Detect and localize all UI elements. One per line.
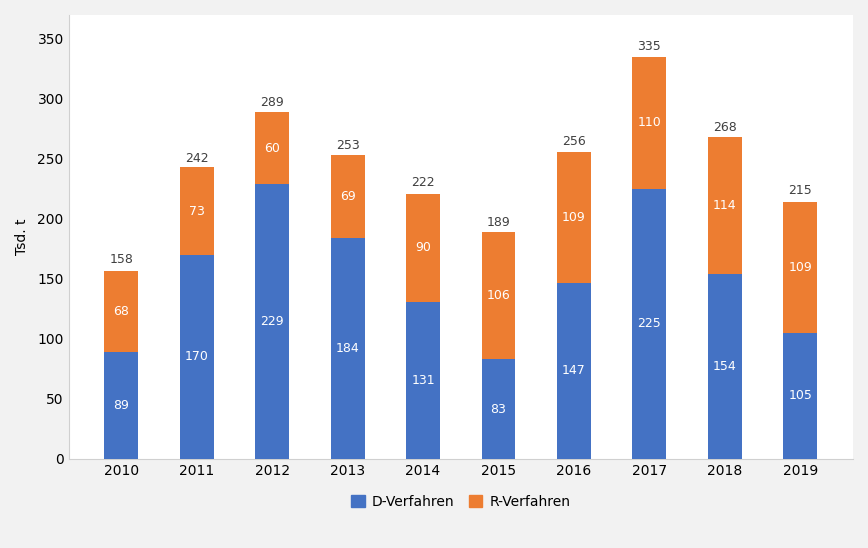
- Bar: [331, 156, 365, 238]
- Text: 158: 158: [109, 253, 133, 266]
- Bar: [557, 152, 591, 283]
- Text: 170: 170: [185, 351, 208, 363]
- Bar: [784, 333, 818, 459]
- Text: 253: 253: [336, 139, 359, 152]
- Text: 60: 60: [264, 142, 280, 155]
- Text: 89: 89: [113, 399, 129, 412]
- Text: 147: 147: [562, 364, 586, 377]
- Bar: [104, 352, 138, 459]
- Text: 229: 229: [260, 315, 284, 328]
- Text: 73: 73: [188, 204, 205, 218]
- Bar: [331, 238, 365, 459]
- Bar: [104, 271, 138, 352]
- Text: 68: 68: [113, 305, 129, 318]
- Text: 106: 106: [487, 289, 510, 302]
- Text: 225: 225: [638, 317, 661, 330]
- Text: 154: 154: [713, 360, 737, 373]
- Bar: [406, 194, 440, 302]
- Text: 215: 215: [788, 184, 812, 197]
- Y-axis label: Tsd. t: Tsd. t: [15, 219, 29, 255]
- Text: 256: 256: [562, 135, 586, 148]
- Bar: [482, 232, 516, 359]
- Bar: [633, 57, 667, 189]
- Text: 184: 184: [336, 342, 359, 355]
- Bar: [482, 359, 516, 459]
- Text: 222: 222: [411, 176, 435, 189]
- Bar: [557, 283, 591, 459]
- Text: 110: 110: [638, 117, 661, 129]
- Bar: [255, 184, 289, 459]
- Text: 109: 109: [562, 210, 586, 224]
- Text: 90: 90: [415, 241, 431, 254]
- Legend: D-Verfahren, R-Verfahren: D-Verfahren, R-Verfahren: [345, 489, 576, 514]
- Text: 335: 335: [638, 41, 661, 53]
- Bar: [708, 274, 742, 459]
- Text: 83: 83: [490, 403, 506, 415]
- Text: 109: 109: [788, 261, 812, 274]
- Bar: [784, 202, 818, 333]
- Text: 289: 289: [260, 95, 284, 109]
- Text: 69: 69: [339, 190, 356, 203]
- Text: 105: 105: [788, 390, 812, 402]
- Bar: [708, 138, 742, 274]
- Bar: [180, 255, 214, 459]
- Text: 242: 242: [185, 152, 208, 165]
- Bar: [633, 189, 667, 459]
- Text: 268: 268: [713, 121, 737, 134]
- Text: 189: 189: [487, 215, 510, 229]
- Text: 131: 131: [411, 374, 435, 387]
- Text: 114: 114: [713, 199, 737, 212]
- Bar: [406, 302, 440, 459]
- Bar: [255, 112, 289, 184]
- Bar: [180, 167, 214, 255]
